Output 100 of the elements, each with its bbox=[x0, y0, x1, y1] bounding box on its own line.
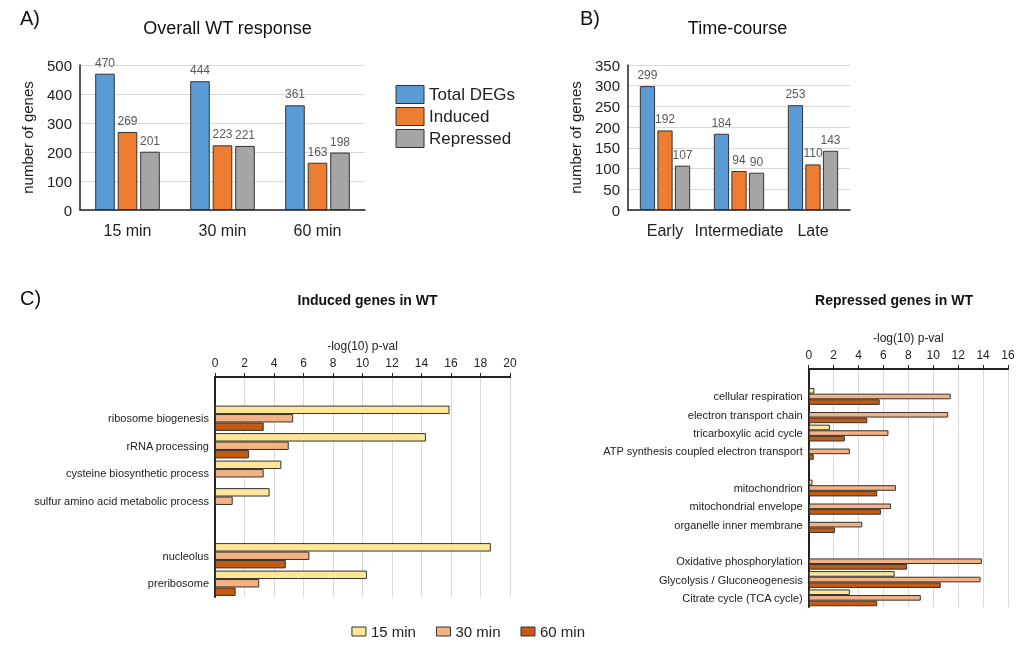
y-tick-label: Oxidative phosphorylation bbox=[676, 555, 803, 568]
bar bbox=[212, 145, 233, 210]
x-tick-label: 6 bbox=[300, 356, 308, 370]
bar bbox=[190, 81, 210, 210]
y-tick-label: preribosome bbox=[147, 577, 209, 590]
chart-title: Time-course bbox=[687, 18, 788, 38]
data-label: 90 bbox=[749, 154, 764, 169]
data-label: 110 bbox=[803, 146, 823, 161]
x-tick-label: 10 bbox=[355, 356, 370, 370]
y-tick-label: electron transport chain bbox=[687, 408, 803, 421]
y-tick-label: cellular respiration bbox=[713, 390, 803, 403]
y-tick-label: 200 bbox=[594, 118, 620, 136]
legend-label: 15 min bbox=[370, 623, 416, 640]
chart-title: Overall WT response bbox=[143, 18, 312, 38]
data-label: 94 bbox=[732, 153, 746, 168]
legend-label: Induced bbox=[429, 107, 490, 126]
y-axis-title: number of genes bbox=[567, 81, 584, 194]
x-tick-label: 14 bbox=[976, 348, 991, 362]
data-label: 143 bbox=[820, 132, 841, 147]
y-tick-label: 200 bbox=[46, 143, 72, 161]
y-tick-label: nucleolus bbox=[162, 549, 210, 562]
y-tick-label: rRNA processing bbox=[126, 439, 209, 452]
x-tick-label: 15 min bbox=[103, 221, 152, 239]
x-tick-label: 30 min bbox=[198, 221, 247, 239]
legend-label: 60 min bbox=[539, 623, 586, 640]
text: B) bbox=[580, 7, 600, 29]
x-tick-label: 16 bbox=[1001, 348, 1015, 362]
bar bbox=[787, 105, 804, 210]
x-axis-title: -log(10) p-val bbox=[327, 339, 398, 354]
x-tick-label: Early bbox=[646, 221, 684, 239]
x-tick-label: 8 bbox=[329, 356, 337, 370]
data-label: 198 bbox=[330, 134, 351, 149]
legend-label: Repressed bbox=[429, 129, 512, 148]
data-label: 201 bbox=[140, 133, 161, 148]
bar bbox=[330, 152, 350, 210]
text: A) bbox=[20, 7, 40, 29]
data-label: 223 bbox=[212, 127, 233, 142]
y-tick-label: Citrate cycle (TCA cycle) bbox=[682, 591, 803, 604]
y-tick-label: 400 bbox=[46, 85, 72, 103]
y-tick-label: sulfur amino acid metabolic process bbox=[34, 494, 210, 507]
data-label: 253 bbox=[785, 87, 806, 102]
x-tick-label: 12 bbox=[385, 356, 399, 370]
y-tick-label: cysteine biosynthetic process bbox=[65, 467, 210, 480]
x-tick-label: 6 bbox=[880, 348, 888, 362]
y-tick-label: 100 bbox=[594, 160, 620, 178]
bar bbox=[674, 165, 691, 210]
data-label: 221 bbox=[235, 127, 256, 142]
x-tick-label: 4 bbox=[270, 356, 278, 370]
x-tick-label: 12 bbox=[951, 348, 966, 362]
bar bbox=[140, 151, 160, 210]
x-tick-label: 16 bbox=[444, 356, 458, 370]
x-axis-title: -log(10) p-val bbox=[873, 331, 944, 346]
x-tick-label: 18 bbox=[473, 356, 488, 370]
y-tick-label: 0 bbox=[63, 201, 72, 219]
data-label: 107 bbox=[672, 147, 693, 162]
bar bbox=[713, 133, 730, 210]
bar bbox=[95, 73, 115, 210]
x-tick-label: 4 bbox=[855, 348, 863, 362]
legend-label: 30 min bbox=[455, 623, 501, 640]
bar bbox=[117, 131, 138, 210]
y-tick-label: ribosome biogenesis bbox=[108, 412, 210, 425]
y-tick-label: 300 bbox=[46, 114, 72, 132]
x-tick-label: 10 bbox=[926, 348, 941, 362]
data-label: 192 bbox=[654, 112, 676, 127]
chart-title: Induced genes in WT bbox=[297, 292, 438, 308]
x-tick-label: 60 min bbox=[293, 221, 342, 239]
y-tick-label: 300 bbox=[594, 77, 620, 95]
bar bbox=[307, 162, 328, 210]
bar bbox=[657, 130, 673, 210]
data-label: 269 bbox=[117, 113, 138, 128]
y-tick-label: tricarboxylic acid cycle bbox=[693, 427, 803, 440]
bar bbox=[285, 105, 305, 210]
x-tick-label: 14 bbox=[414, 356, 429, 370]
x-tick-label: 0 bbox=[805, 348, 813, 362]
data-label: 444 bbox=[189, 63, 211, 78]
y-tick-label: 250 bbox=[594, 97, 620, 115]
bar bbox=[639, 86, 656, 210]
x-tick-label: 8 bbox=[905, 348, 913, 362]
y-tick-label: 150 bbox=[594, 139, 620, 157]
y-tick-label: Glycolysis / Gluconeogenesis bbox=[659, 573, 804, 586]
x-tick-label: 2 bbox=[241, 356, 249, 370]
y-tick-label: 350 bbox=[594, 56, 620, 74]
bar bbox=[748, 172, 765, 210]
y-tick-label: 500 bbox=[46, 56, 72, 74]
data-label: 299 bbox=[637, 68, 658, 83]
x-tick-label: 2 bbox=[830, 348, 838, 362]
y-tick-label: organelle inner membrane bbox=[674, 518, 803, 531]
x-tick-label: 20 bbox=[503, 356, 517, 370]
y-tick-label: 50 bbox=[603, 180, 620, 198]
x-tick-label: 0 bbox=[211, 356, 219, 370]
data-label: 361 bbox=[284, 87, 306, 102]
data-label: 470 bbox=[94, 55, 116, 70]
legend-label: Total DEGs bbox=[429, 85, 516, 104]
y-tick-label: mitochondrion bbox=[733, 482, 803, 494]
text: C) bbox=[20, 287, 42, 309]
y-tick-label: 100 bbox=[46, 172, 72, 190]
x-tick-label: Intermediate bbox=[694, 221, 784, 239]
bar bbox=[822, 150, 839, 210]
data-label: 163 bbox=[307, 144, 328, 159]
y-tick-label: mitochondrial envelope bbox=[689, 500, 803, 513]
